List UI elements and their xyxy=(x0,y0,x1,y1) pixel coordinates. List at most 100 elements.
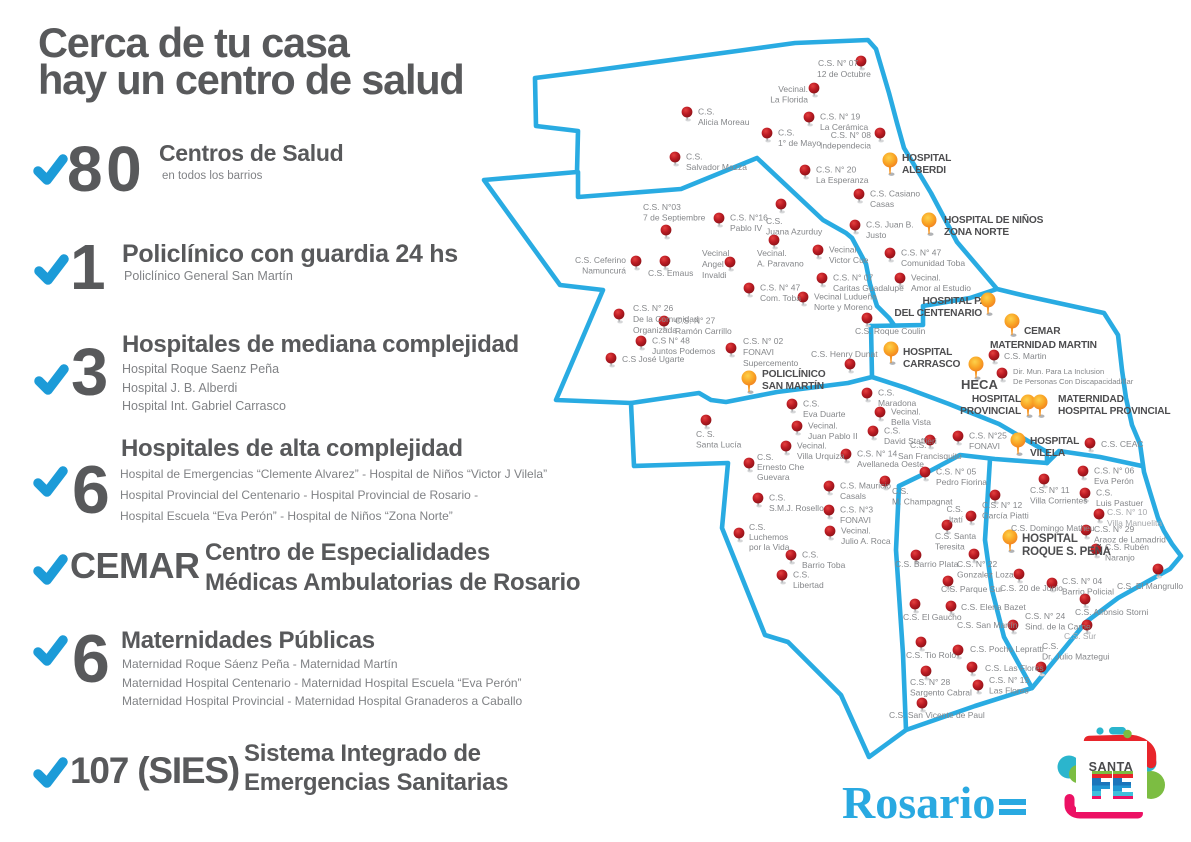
svg-text:C.S. CEAC: C.S. CEAC xyxy=(1101,439,1144,449)
svg-text:HOSPITAL: HOSPITAL xyxy=(903,347,952,358)
svg-text:C.S. N° 02: C.S. N° 02 xyxy=(743,336,784,346)
svg-text:C.S.: C.S. xyxy=(769,493,786,503)
svg-text:Villa Urquiza: Villa Urquiza xyxy=(797,451,845,461)
svg-text:La Cerámica: La Cerámica xyxy=(820,122,868,132)
svg-text:VILELA: VILELA xyxy=(1030,448,1066,459)
svg-text:C.S.: C.S. xyxy=(892,486,909,496)
svg-text:C.S José Ugarte: C.S José Ugarte xyxy=(622,354,685,364)
svg-text:C.S. San Vicente de Paul: C.S. San Vicente de Paul xyxy=(889,710,985,720)
svg-text:Juana Azurduy: Juana Azurduy xyxy=(766,227,823,237)
svg-text:Norte y Moreno: Norte y Moreno xyxy=(814,302,873,312)
svg-text:C.S.: C.S. xyxy=(778,128,795,138)
svg-text:Vecinal.: Vecinal. xyxy=(911,273,941,283)
svg-text:C.S. N° 11: C.S. N° 11 xyxy=(1030,485,1070,495)
svg-text:C.S. Barrio Plata: C.S. Barrio Plata xyxy=(895,559,959,569)
svg-text:C.S. N° 47: C.S. N° 47 xyxy=(901,248,942,258)
svg-text:C.S. N° 15: C.S. N° 15 xyxy=(989,675,1030,685)
svg-text:CARRASCO: CARRASCO xyxy=(903,359,961,370)
svg-text:C.S.: C.S. xyxy=(749,522,766,532)
svg-text:C.S. Juan B.: C.S. Juan B. xyxy=(866,220,914,230)
svg-text:HOSPITAL PROVINCIAL: HOSPITAL PROVINCIAL xyxy=(1058,406,1170,417)
svg-text:Julio A. Roca: Julio A. Roca xyxy=(841,536,891,546)
svg-text:Alicia Moreau: Alicia Moreau xyxy=(698,117,750,127)
svg-text:C.S. Martin: C.S. Martin xyxy=(1004,351,1047,361)
svg-text:Eva Perón: Eva Perón xyxy=(1094,476,1134,486)
svg-text:Com. Toba: Com. Toba xyxy=(760,293,801,303)
svg-text:HOSPITAL P.: HOSPITAL P. xyxy=(922,296,982,307)
svg-text:C.S. N°25: C.S. N°25 xyxy=(969,431,1007,441)
svg-text:Sargento Cabral: Sargento Cabral xyxy=(910,688,972,698)
svg-text:CEMAR: CEMAR xyxy=(1024,326,1061,337)
svg-text:S.M.J. Rosello: S.M.J. Rosello xyxy=(769,503,824,513)
svg-text:C.S.: C.S. xyxy=(1042,641,1059,651)
svg-text:C.S.: C.S. xyxy=(802,550,819,560)
svg-text:C.S. Pocho Lepratti: C.S. Pocho Lepratti xyxy=(970,644,1044,654)
svg-text:Gonzalez Loza: Gonzalez Loza xyxy=(957,570,1014,580)
svg-text:12 de Octubre: 12 de Octubre xyxy=(817,69,871,79)
svg-text:C.S. Tio Rolo: C.S. Tio Rolo xyxy=(906,650,956,660)
svg-text:C.S. 20 de Junio: C.S. 20 de Junio xyxy=(1000,583,1063,593)
svg-text:C.S. N° 47: C.S. N° 47 xyxy=(760,283,801,293)
svg-text:C.S. N° 04: C.S. N° 04 xyxy=(1062,576,1103,586)
svg-text:Vecinal.: Vecinal. xyxy=(778,84,808,94)
svg-text:Comunidad Toba: Comunidad Toba xyxy=(901,258,965,268)
svg-text:Dir. Mun. Para La Inclusion: Dir. Mun. Para La Inclusion xyxy=(1013,367,1104,376)
svg-text:De Personas Con Discapacidad/I: De Personas Con Discapacidad/Ilar xyxy=(1013,377,1134,386)
svg-text:Ramón Carrillo: Ramón Carrillo xyxy=(675,326,732,336)
svg-text:C.S.: C.S. xyxy=(878,388,895,398)
svg-text:PROVINCIAL: PROVINCIAL xyxy=(960,406,1021,417)
svg-text:Pablo IV: Pablo IV xyxy=(730,223,762,233)
svg-text:HECA: HECA xyxy=(961,377,998,392)
svg-text:Caritas Guadalupe: Caritas Guadalupe xyxy=(833,283,904,293)
svg-text:García Piatti: García Piatti xyxy=(982,511,1029,521)
svg-text:Juan Pablo II: Juan Pablo II xyxy=(808,431,858,441)
svg-text:ALBERDI: ALBERDI xyxy=(902,165,946,176)
svg-text:C.S. El Mangrullo: C.S. El Mangrullo xyxy=(1117,581,1183,591)
svg-text:C.S.: C.S. xyxy=(698,107,715,117)
svg-text:C.S.: C.S. xyxy=(686,152,703,162)
svg-text:Santa Lucía: Santa Lucía xyxy=(696,440,742,450)
svg-text:C.S. N° 07: C.S. N° 07 xyxy=(833,273,874,283)
svg-text:SAN MARTÍN: SAN MARTÍN xyxy=(762,379,824,392)
svg-text:C.S. N°03: C.S. N°03 xyxy=(643,202,681,212)
svg-text:C. S.: C. S. xyxy=(696,429,715,439)
svg-text:Libertad: Libertad xyxy=(793,580,824,590)
svg-text:C.S. N° 24: C.S. N° 24 xyxy=(1025,611,1066,621)
svg-text:Vecinal.: Vecinal. xyxy=(891,407,921,417)
svg-text:Amor al Estudio: Amor al Estudio xyxy=(911,283,971,293)
svg-text:C.S. N° 19: C.S. N° 19 xyxy=(820,112,861,122)
svg-text:C.S. N° 10: C.S. N° 10 xyxy=(1107,507,1148,517)
svg-text:Luchemos: Luchemos xyxy=(749,532,788,542)
svg-text:Organizada: Organizada xyxy=(633,325,677,335)
svg-text:Vecinal.: Vecinal. xyxy=(808,421,838,431)
svg-text:Bella Vista: Bella Vista xyxy=(891,417,931,427)
svg-text:C.S N° 48: C.S N° 48 xyxy=(652,336,690,346)
svg-text:Justo: Justo xyxy=(866,230,887,240)
svg-text:C.S.: C.S. xyxy=(946,504,963,514)
svg-text:Vecinal.: Vecinal. xyxy=(829,245,859,255)
svg-text:C.S. N°16: C.S. N°16 xyxy=(730,213,768,223)
svg-text:Invaldi: Invaldi xyxy=(702,270,727,280)
svg-text:Villa Corrientes: Villa Corrientes xyxy=(1030,496,1087,506)
svg-text:1° de Mayo: 1° de Mayo xyxy=(778,138,821,148)
svg-text:C.S. N° 14: C.S. N° 14 xyxy=(857,449,898,459)
svg-text:Araoz de Lamadrid: Araoz de Lamadrid xyxy=(1094,535,1166,545)
svg-text:Eva Duarte: Eva Duarte xyxy=(803,409,846,419)
svg-text:Vecinal.: Vecinal. xyxy=(841,526,871,536)
svg-text:C.S. Rubén: C.S. Rubén xyxy=(1105,542,1149,552)
svg-text:HOSPITAL: HOSPITAL xyxy=(1022,533,1078,545)
svg-text:Pedro Fiorina: Pedro Fiorina xyxy=(936,477,987,487)
svg-text:Vecinal.: Vecinal. xyxy=(797,441,827,451)
svg-text:C.S. N° 29: C.S. N° 29 xyxy=(1094,524,1135,534)
svg-text:C.S.: C.S. xyxy=(793,570,810,580)
svg-text:Avellaneda Oeste: Avellaneda Oeste xyxy=(857,459,924,469)
svg-text:La Esperanza: La Esperanza xyxy=(816,175,869,185)
svg-text:SANTA: SANTA xyxy=(1089,760,1134,774)
svg-text:C.S. N° 27: C.S. N° 27 xyxy=(675,316,716,326)
svg-text:HOSPITAL: HOSPITAL xyxy=(1030,436,1079,447)
svg-text:C.S. Mauricio: C.S. Mauricio xyxy=(840,481,891,491)
svg-text:C.S. Alfonsio Storni: C.S. Alfonsio Storni xyxy=(1075,607,1148,617)
svg-text:C.S. El Gaucho: C.S. El Gaucho xyxy=(903,612,962,622)
svg-text:La Florida: La Florida xyxy=(770,95,808,105)
svg-text:Itatí: Itatí xyxy=(949,515,964,525)
